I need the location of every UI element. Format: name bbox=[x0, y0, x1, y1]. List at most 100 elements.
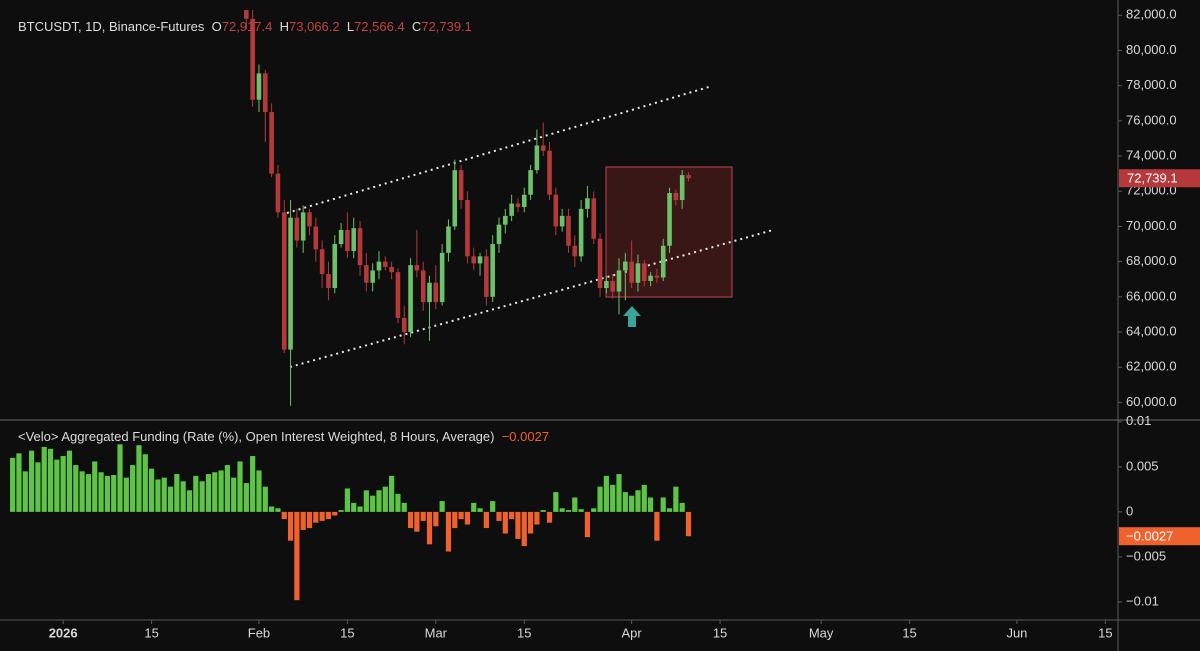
legend-value: 72,917.4 bbox=[221, 19, 273, 34]
legend-ohlc: O72,917.4 H73,066.2 L72,566.4 C72,739.1 bbox=[204, 19, 472, 34]
candle-body bbox=[326, 273, 331, 289]
funding-bar bbox=[660, 497, 666, 512]
funding-bar bbox=[603, 475, 609, 512]
funding-bar bbox=[47, 448, 54, 512]
funding-bar bbox=[281, 511, 287, 520]
y-tick-label: 64,000.0 bbox=[1126, 323, 1177, 338]
funding-bar bbox=[351, 502, 357, 512]
candle-body bbox=[578, 208, 584, 257]
funding-bar bbox=[610, 484, 616, 512]
channel-lower bbox=[289, 229, 774, 368]
funding-bar bbox=[98, 472, 104, 512]
candle-body bbox=[433, 282, 439, 303]
funding-bar bbox=[376, 490, 382, 512]
funding-bar bbox=[597, 486, 603, 512]
funding-bar bbox=[85, 474, 92, 512]
funding-bar bbox=[502, 511, 508, 534]
x-tick-label: 15 bbox=[144, 625, 158, 640]
funding-bar bbox=[186, 490, 193, 512]
legend-title: BTCUSDT, 1D, Binance-Futures bbox=[18, 19, 205, 34]
funding-bar bbox=[647, 497, 654, 512]
y-tick-label: 0 bbox=[1126, 503, 1133, 518]
candle-body bbox=[471, 256, 477, 264]
legend-title: <Velo> Aggregated Funding (Rate (%), Ope… bbox=[18, 429, 495, 444]
x-tick-label: Mar bbox=[425, 625, 448, 640]
funding-bar bbox=[111, 474, 117, 512]
funding-bar bbox=[180, 481, 186, 512]
funding-bar bbox=[269, 506, 275, 512]
funding-bar bbox=[148, 468, 155, 512]
candle-body bbox=[439, 252, 445, 303]
candle-body bbox=[667, 193, 672, 246]
candle-body bbox=[357, 228, 363, 266]
candle-body bbox=[262, 73, 268, 113]
x-tick-label: 2026 bbox=[49, 625, 78, 640]
last-value-label: −0.0027 bbox=[1126, 529, 1173, 544]
candle-body bbox=[427, 282, 432, 303]
candle-body bbox=[503, 215, 508, 225]
funding-bar bbox=[452, 511, 458, 529]
funding-bar bbox=[565, 510, 572, 512]
funding-bar bbox=[591, 508, 597, 512]
y-tick-label: 82,000.0 bbox=[1126, 7, 1177, 22]
funding-bar bbox=[73, 465, 79, 512]
funding-bar bbox=[199, 481, 205, 512]
funding-bar bbox=[117, 444, 123, 512]
funding-bar bbox=[319, 511, 325, 521]
funding-bar bbox=[407, 511, 414, 529]
candle-body bbox=[389, 266, 394, 273]
candle-body bbox=[540, 145, 546, 151]
candle-body bbox=[465, 200, 470, 257]
funding-bar bbox=[28, 450, 35, 512]
candle-body bbox=[629, 261, 634, 283]
candle-body bbox=[401, 317, 407, 333]
candle-body bbox=[300, 212, 306, 241]
last-price-tag bbox=[1119, 169, 1200, 188]
funding-bar bbox=[344, 488, 351, 512]
candle-body bbox=[370, 270, 375, 283]
x-tick-label: 15 bbox=[1098, 625, 1112, 640]
candle-body bbox=[364, 265, 369, 283]
funding-bar bbox=[433, 511, 439, 527]
funding-bar bbox=[231, 477, 237, 512]
candle-body bbox=[250, 18, 255, 100]
legend-value: 72,739.1 bbox=[421, 19, 472, 34]
funding-bar bbox=[414, 511, 420, 532]
legend-key: L bbox=[346, 19, 355, 34]
candle-body bbox=[635, 263, 641, 283]
candle-body bbox=[496, 224, 502, 245]
funding-bar bbox=[357, 506, 363, 512]
legend-value: 73,066.2 bbox=[289, 19, 340, 34]
funding-bar bbox=[553, 492, 559, 512]
candle-body bbox=[446, 226, 451, 253]
x-tick-label: Feb bbox=[248, 625, 270, 640]
funding-bar bbox=[10, 457, 16, 512]
y-tick-label: 80,000.0 bbox=[1126, 42, 1177, 57]
x-tick-label: May bbox=[809, 625, 834, 640]
funding-bar bbox=[401, 502, 407, 512]
candle-body bbox=[307, 212, 312, 227]
funding-bar bbox=[16, 453, 22, 512]
candle-body bbox=[648, 275, 653, 281]
funding-bar bbox=[130, 465, 136, 512]
y-tick-label: 76,000.0 bbox=[1126, 112, 1177, 127]
funding-bar bbox=[193, 475, 199, 512]
candle-body bbox=[553, 194, 559, 227]
channel-upper bbox=[286, 85, 713, 214]
funding-bar bbox=[509, 511, 515, 520]
candle-body bbox=[395, 272, 401, 318]
axes: 60,000.0 62,000.0 64,000.0 66,000.0 68,000.0… bbox=[49, 7, 1200, 640]
y-tick-label: 74,000.0 bbox=[1126, 147, 1177, 162]
funding-bar bbox=[167, 486, 174, 512]
last-value-tag bbox=[1119, 527, 1200, 546]
candle-body bbox=[376, 261, 382, 271]
funding-panel bbox=[10, 444, 692, 601]
candle-body bbox=[458, 170, 464, 201]
funding-bar bbox=[41, 447, 47, 512]
funding-bar bbox=[300, 511, 306, 530]
funding-bar bbox=[629, 495, 635, 512]
candle-body bbox=[641, 263, 647, 281]
funding-bar bbox=[123, 477, 129, 512]
